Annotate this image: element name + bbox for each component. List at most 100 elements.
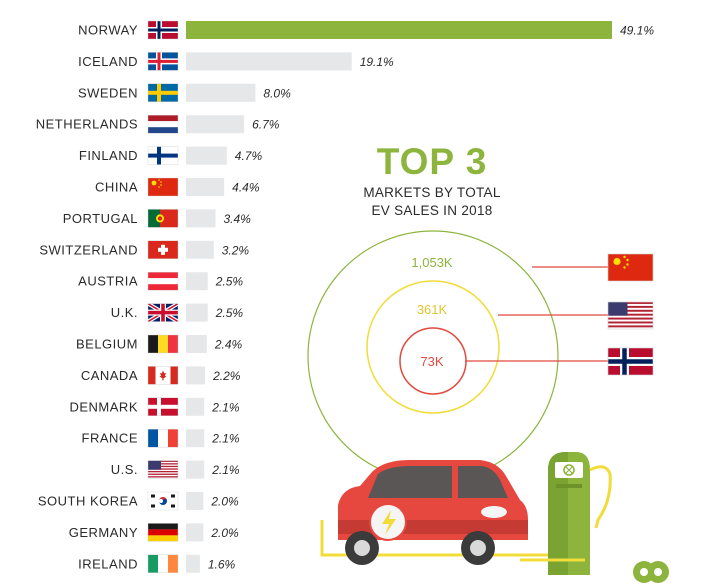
country-label: U.K.: [111, 305, 138, 320]
charging-station-icon: [520, 452, 612, 575]
value-label: 3.4%: [223, 212, 251, 226]
value-label: 19.1%: [360, 55, 394, 69]
bar-row: U.K. 2.5%: [111, 303, 244, 322]
us-flag-icon: [607, 301, 654, 330]
country-label: NETHERLANDS: [36, 117, 138, 132]
electric-car-icon: [320, 460, 548, 565]
value-label: 2.1%: [211, 400, 240, 414]
bar: [186, 115, 245, 134]
ring-middle: [366, 280, 500, 414]
country-label: SWITZERLAND: [39, 242, 138, 257]
bar: [186, 21, 612, 39]
country-label: SWEDEN: [78, 85, 138, 100]
bar-row: SOUTH KOREA 2.0%: [38, 491, 239, 511]
bar-row: ICELAND 19.1%: [78, 52, 394, 71]
uk-flag-icon: [147, 303, 179, 322]
bar-row: SWITZERLAND 3.2%: [39, 240, 250, 260]
bar: [186, 209, 216, 228]
bar: [186, 492, 204, 510]
bar: [186, 83, 256, 102]
bar-row: DENMARK 2.1%: [69, 397, 240, 416]
norway-flag-icon: [147, 20, 179, 40]
value-label: 2.0%: [210, 495, 239, 509]
country-label: PORTUGAL: [63, 211, 138, 226]
bar-row: FINLAND 4.7%: [79, 146, 263, 165]
austria-flag-icon: [147, 272, 179, 291]
country-label: IRELAND: [78, 556, 138, 571]
country-label: FINLAND: [79, 148, 138, 163]
country-label: ICELAND: [78, 54, 138, 69]
top3-title: TOP 3: [377, 141, 488, 182]
bar: [186, 272, 208, 291]
top3-heading: TOP 3 MARKETS BY TOTAL EV SALES IN 2018: [363, 141, 501, 218]
top3-subtitle-line1: MARKETS BY TOTAL: [363, 185, 501, 200]
sweden-flag-icon: [147, 83, 179, 103]
bar: [186, 397, 205, 416]
country-label: U.S.: [111, 462, 138, 477]
value-label: 2.1%: [211, 463, 240, 477]
bar-row: FRANCE 2.1%: [82, 429, 240, 448]
top3-flags: [607, 253, 654, 376]
top3-rings: 1,053K 361K 73K: [307, 230, 654, 482]
netherlands-flag-icon: [147, 114, 179, 134]
bar-row: AUSTRIA 2.5%: [78, 272, 244, 291]
ring-outer-label: 1,053K: [411, 255, 453, 270]
value-label: 1.6%: [208, 557, 236, 571]
value-label: 2.5%: [215, 306, 244, 320]
value-label: 3.2%: [222, 243, 250, 257]
bar-row: IRELAND 1.6%: [78, 554, 236, 573]
portugal-flag-icon: [147, 209, 179, 228]
bar: [186, 146, 227, 165]
bar: [186, 178, 225, 196]
value-label: 4.4%: [232, 181, 260, 195]
iceland-flag-icon: [147, 52, 179, 71]
bar-row: CANADA 2.2%: [81, 366, 241, 385]
bar: [186, 366, 206, 385]
country-label: NORWAY: [78, 23, 138, 38]
bar-row: BELGIUM 2.4%: [76, 334, 243, 354]
country-label: SOUTH KOREA: [38, 494, 138, 509]
china-flag-icon: [147, 177, 179, 197]
canada-flag-icon: [147, 366, 179, 385]
country-label: AUSTRIA: [78, 274, 138, 289]
norway-flag-icon: [607, 347, 654, 376]
france-flag-icon: [147, 429, 179, 448]
bar-row: PORTUGAL 3.4%: [63, 209, 251, 228]
brand-logo-icon: [633, 561, 669, 583]
south-korea-flag-icon: [147, 491, 179, 511]
bar-row: NETHERLANDS 6.7%: [36, 114, 280, 134]
bar: [186, 429, 205, 448]
country-label: DENMARK: [69, 399, 138, 414]
country-label: CHINA: [95, 180, 138, 195]
bar: [186, 554, 200, 573]
us-flag-icon: [147, 460, 179, 479]
value-label: 2.4%: [214, 338, 243, 352]
denmark-flag-icon: [147, 397, 179, 416]
bar: [186, 52, 352, 71]
value-label: 2.0%: [210, 526, 239, 540]
bar-chart: NORWAY 49.1% ICELAND 19.1% SWEDEN 8.0% NETHERL…: [36, 20, 654, 573]
value-label: 49.1%: [620, 24, 654, 38]
belgium-flag-icon: [147, 334, 179, 354]
country-label: CANADA: [81, 368, 138, 383]
top3-subtitle-line2: EV SALES IN 2018: [371, 203, 492, 218]
value-label: 2.5%: [215, 275, 244, 289]
bar: [186, 335, 207, 353]
china-flag-icon: [607, 253, 654, 282]
ring-inner-label: 73K: [420, 354, 443, 369]
bar: [186, 240, 214, 259]
bar-row: GERMANY 2.0%: [69, 523, 239, 542]
value-label: 2.2%: [212, 369, 241, 383]
country-label: BELGIUM: [76, 337, 138, 352]
country-label: FRANCE: [82, 431, 138, 446]
switzerland-flag-icon: [147, 240, 179, 260]
bar: [186, 303, 208, 322]
country-label: GERMANY: [69, 525, 138, 540]
bar: [186, 523, 204, 542]
value-label: 4.7%: [235, 149, 263, 163]
bar-row: CHINA 4.4%: [95, 177, 260, 197]
value-label: 6.7%: [252, 118, 280, 132]
value-label: 2.1%: [211, 432, 240, 446]
bar-row: SWEDEN 8.0%: [78, 83, 291, 103]
